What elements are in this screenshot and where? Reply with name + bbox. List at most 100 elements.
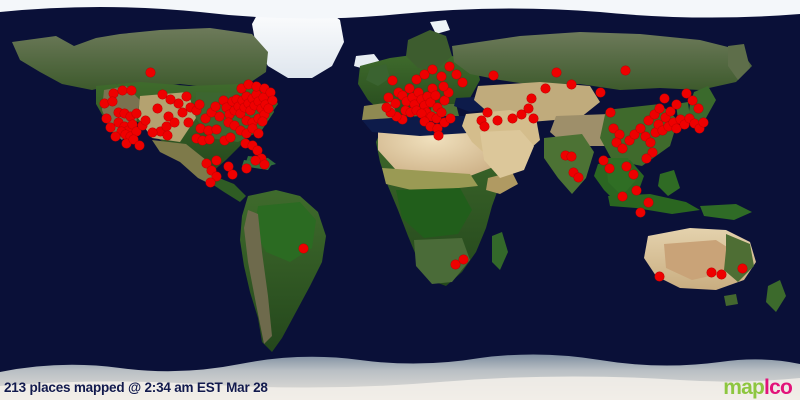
place-marker[interactable]: [391, 111, 401, 121]
place-marker[interactable]: [416, 108, 426, 118]
place-marker[interactable]: [381, 102, 391, 112]
place-marker[interactable]: [649, 109, 659, 119]
place-marker[interactable]: [432, 102, 442, 112]
place-marker[interactable]: [595, 87, 605, 97]
place-marker[interactable]: [223, 161, 233, 171]
place-marker[interactable]: [253, 96, 263, 106]
place-marker[interactable]: [235, 125, 245, 135]
place-marker[interactable]: [621, 161, 631, 171]
place-marker[interactable]: [716, 269, 726, 279]
place-marker[interactable]: [457, 77, 467, 87]
place-marker[interactable]: [125, 111, 135, 121]
place-marker[interactable]: [161, 121, 171, 131]
place-marker[interactable]: [195, 123, 205, 133]
place-marker[interactable]: [413, 87, 423, 97]
place-marker[interactable]: [204, 134, 214, 144]
place-marker[interactable]: [608, 123, 618, 133]
place-marker[interactable]: [126, 85, 136, 95]
place-marker[interactable]: [560, 150, 570, 160]
place-marker[interactable]: [383, 92, 393, 102]
place-marker[interactable]: [225, 132, 235, 142]
place-marker[interactable]: [654, 271, 664, 281]
place-marker[interactable]: [265, 87, 275, 97]
place-marker[interactable]: [110, 131, 120, 141]
place-marker[interactable]: [458, 254, 468, 264]
place-marker[interactable]: [256, 153, 266, 163]
place-marker[interactable]: [227, 169, 237, 179]
place-marker[interactable]: [99, 98, 109, 108]
place-marker[interactable]: [653, 119, 663, 129]
place-marker[interactable]: [258, 92, 268, 102]
place-marker[interactable]: [201, 158, 211, 168]
place-marker[interactable]: [229, 105, 239, 115]
place-marker[interactable]: [251, 81, 261, 91]
place-marker[interactable]: [259, 83, 269, 93]
place-marker[interactable]: [229, 120, 239, 130]
place-marker[interactable]: [117, 85, 127, 95]
place-marker[interactable]: [605, 107, 615, 117]
place-marker[interactable]: [675, 114, 685, 124]
place-marker[interactable]: [259, 109, 269, 119]
place-marker[interactable]: [203, 125, 213, 135]
place-marker[interactable]: [113, 117, 123, 127]
place-marker[interactable]: [492, 115, 502, 125]
place-marker[interactable]: [119, 108, 129, 118]
place-marker[interactable]: [419, 69, 429, 79]
place-marker[interactable]: [663, 121, 673, 131]
place-marker[interactable]: [624, 135, 634, 145]
place-marker[interactable]: [635, 207, 645, 217]
place-marker[interactable]: [131, 126, 141, 136]
place-marker[interactable]: [247, 93, 257, 103]
place-marker[interactable]: [119, 121, 129, 131]
place-marker[interactable]: [540, 83, 550, 93]
place-marker[interactable]: [107, 96, 117, 106]
place-marker[interactable]: [645, 137, 655, 147]
place-marker[interactable]: [401, 96, 411, 106]
place-marker[interactable]: [411, 105, 421, 115]
place-marker[interactable]: [668, 117, 678, 127]
place-marker[interactable]: [241, 91, 251, 101]
place-marker[interactable]: [211, 124, 221, 134]
place-marker[interactable]: [397, 90, 407, 100]
place-marker[interactable]: [210, 101, 220, 111]
place-marker[interactable]: [430, 90, 440, 100]
place-marker[interactable]: [247, 123, 257, 133]
place-marker[interactable]: [443, 87, 453, 97]
place-marker[interactable]: [134, 140, 144, 150]
place-marker[interactable]: [191, 133, 201, 143]
place-marker[interactable]: [131, 108, 141, 118]
place-marker[interactable]: [233, 101, 243, 111]
place-marker[interactable]: [654, 103, 664, 113]
place-marker[interactable]: [387, 75, 397, 85]
place-marker[interactable]: [127, 119, 137, 129]
place-marker[interactable]: [155, 126, 165, 136]
place-marker[interactable]: [671, 123, 681, 133]
place-marker[interactable]: [214, 111, 224, 121]
place-marker[interactable]: [436, 71, 446, 81]
place-marker[interactable]: [120, 129, 130, 139]
place-marker[interactable]: [706, 267, 716, 277]
place-marker[interactable]: [450, 259, 460, 269]
place-marker[interactable]: [635, 123, 645, 133]
place-marker[interactable]: [211, 171, 221, 181]
place-marker[interactable]: [197, 135, 207, 145]
place-marker[interactable]: [631, 185, 641, 195]
place-marker[interactable]: [444, 61, 454, 71]
place-marker[interactable]: [298, 243, 308, 253]
place-marker[interactable]: [416, 94, 426, 104]
place-marker[interactable]: [568, 167, 578, 177]
place-marker[interactable]: [737, 263, 747, 273]
place-marker[interactable]: [218, 95, 228, 105]
place-marker[interactable]: [659, 93, 669, 103]
place-marker[interactable]: [113, 107, 123, 117]
place-marker[interactable]: [684, 113, 694, 123]
place-marker[interactable]: [145, 67, 155, 77]
place-marker[interactable]: [566, 151, 576, 161]
place-marker[interactable]: [679, 119, 689, 129]
place-marker[interactable]: [243, 98, 253, 108]
place-marker[interactable]: [526, 93, 536, 103]
place-marker[interactable]: [617, 191, 627, 201]
place-marker[interactable]: [479, 121, 489, 131]
place-marker[interactable]: [617, 143, 627, 153]
place-marker[interactable]: [528, 113, 538, 123]
